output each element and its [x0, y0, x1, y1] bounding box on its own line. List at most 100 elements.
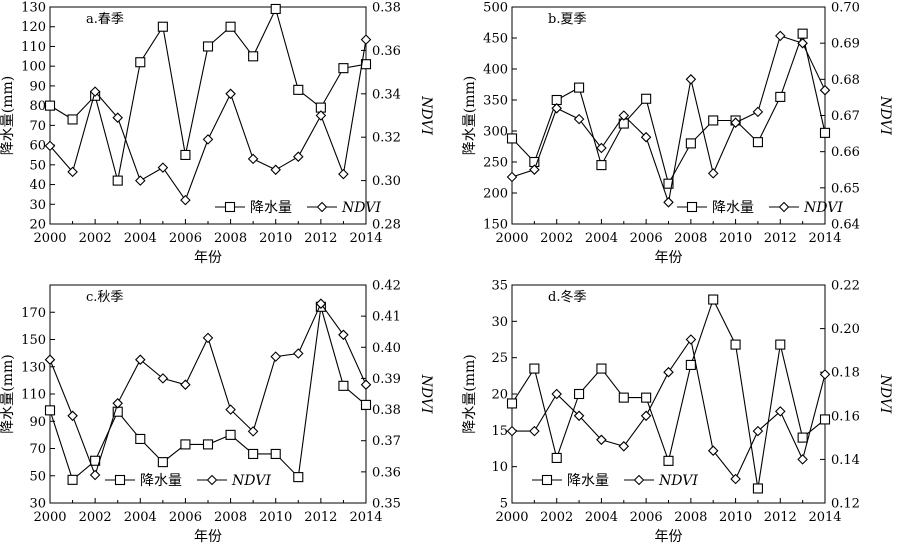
data-point-square — [67, 474, 78, 485]
x-tick-label: 2014 — [808, 510, 841, 525]
y2-tick-label: 0.65 — [831, 181, 860, 196]
panel-label: a.春季 — [86, 12, 124, 27]
y-tick-label: 130 — [21, 1, 46, 16]
y2-tick-label: 0.64 — [831, 218, 860, 233]
x-tick-label: 2014 — [808, 231, 841, 246]
data-point-diamond — [551, 103, 562, 114]
data-point-diamond — [202, 134, 214, 145]
panel-label: c.秋季 — [86, 290, 123, 305]
data-point-diamond — [180, 194, 191, 206]
data-point-diamond — [596, 142, 607, 154]
y-tick-label: 80 — [29, 99, 46, 114]
data-point-diamond — [797, 454, 808, 465]
legend-marker-square — [224, 201, 236, 213]
data-point-diamond — [529, 164, 540, 175]
y2-tick-label: 0.39 — [372, 372, 401, 387]
y2-tick-label: 0.16 — [831, 409, 860, 424]
data-point-square — [752, 483, 763, 494]
x-tick-label: 2008 — [674, 231, 707, 246]
data-point-square — [248, 448, 259, 460]
y-tick-label: 35 — [491, 279, 508, 294]
x-tick-label: 2004 — [124, 231, 157, 246]
data-point-square — [685, 359, 696, 370]
data-point-diamond — [752, 425, 764, 437]
legend-label: NDVI — [231, 473, 271, 489]
data-point-diamond — [730, 473, 741, 485]
data-point-diamond — [618, 110, 630, 121]
y2-tick-label: 0.22 — [831, 279, 860, 294]
data-point-square — [819, 414, 831, 425]
y2-tick-label: 0.70 — [831, 1, 860, 16]
chart-panel-1: 2000 2002 2004 2006 2008 2010 2012 2014 20 30 40 50… — [0, 1, 434, 267]
data-point-square — [338, 63, 349, 74]
data-point-square — [157, 457, 168, 468]
data-point-diamond — [685, 74, 697, 85]
data-point-diamond — [685, 334, 697, 345]
data-point-diamond — [663, 197, 674, 208]
legend-marker-square — [686, 201, 698, 213]
x-axis-title: 年份 — [194, 529, 222, 545]
x-tick-label: 2014 — [349, 510, 382, 525]
x-tick-label: 2006 — [630, 510, 663, 525]
data-point-diamond — [247, 153, 259, 165]
data-point-square — [708, 115, 719, 126]
x-tick-label: 2004 — [585, 231, 618, 246]
y2-tick-label: 0.32 — [372, 131, 401, 146]
data-point-diamond — [338, 168, 349, 180]
data-point-diamond — [360, 379, 372, 390]
y-tick-label: 170 — [21, 306, 46, 321]
data-point-square — [180, 439, 191, 450]
data-point-diamond — [293, 348, 304, 359]
y-tick-label: 450 — [483, 32, 508, 47]
y-tick-label: 130 — [21, 360, 46, 375]
data-point-diamond — [573, 113, 585, 125]
data-point-square — [180, 149, 191, 161]
chart-panel-2: 2000 2002 2004 2006 2008 2010 2012 2014 150 200 25… — [462, 1, 893, 267]
x-tick-label: 2012 — [764, 231, 797, 246]
data-point-square — [225, 429, 236, 440]
data-point-diamond — [112, 398, 123, 409]
y2-tick-label: 0.18 — [831, 366, 860, 381]
y-tick-label: 110 — [21, 388, 46, 403]
x-tick-label: 2002 — [79, 231, 112, 246]
data-point-diamond — [270, 351, 281, 362]
x-axis-title: 年份 — [655, 250, 683, 266]
data-point-square — [44, 100, 56, 111]
x-tick-label: 2006 — [169, 510, 202, 525]
data-point-square — [775, 339, 786, 350]
data-point-square — [641, 392, 652, 403]
x-tick-label: 2000 — [495, 510, 528, 525]
y-tick-label: 200 — [483, 187, 508, 202]
data-point-square — [338, 380, 349, 391]
y2-axis-title: NDVI — [877, 374, 893, 414]
x-axis-title: 年份 — [655, 529, 683, 545]
y2-tick-label: 0.68 — [831, 73, 860, 88]
data-point-square — [596, 363, 607, 374]
data-point-diamond — [247, 426, 259, 437]
data-point-diamond — [596, 434, 607, 446]
plot-frame — [511, 6, 826, 225]
y-tick-label: 150 — [483, 218, 508, 233]
data-point-diamond — [360, 34, 372, 45]
data-point-square — [551, 452, 562, 463]
data-point-diamond — [775, 406, 786, 417]
legend: 降水量 NDVI — [215, 200, 381, 216]
y-tick-label: 50 — [29, 158, 46, 173]
y-tick-label: 400 — [483, 63, 508, 78]
data-point-diamond — [752, 106, 764, 118]
data-point-square — [819, 127, 831, 138]
y-tick-label: 250 — [483, 156, 508, 171]
x-tick-label: 2004 — [585, 510, 618, 525]
series-line-2 — [49, 39, 367, 202]
x-tick-label: 2010 — [719, 510, 752, 525]
data-point-diamond — [707, 168, 719, 179]
legend-marker-diamond — [316, 201, 328, 213]
data-point-diamond — [89, 469, 101, 481]
data-point-diamond — [44, 140, 56, 152]
data-point-diamond — [315, 110, 327, 121]
y2-tick-label: 0.12 — [831, 497, 860, 512]
data-point-diamond — [529, 425, 540, 437]
x-tick-label: 2000 — [33, 231, 66, 246]
chart-panel-3: 2000 2002 2004 2006 2008 2010 2012 2014 30 50 70 90… — [0, 279, 434, 546]
data-point-diamond — [225, 88, 236, 100]
